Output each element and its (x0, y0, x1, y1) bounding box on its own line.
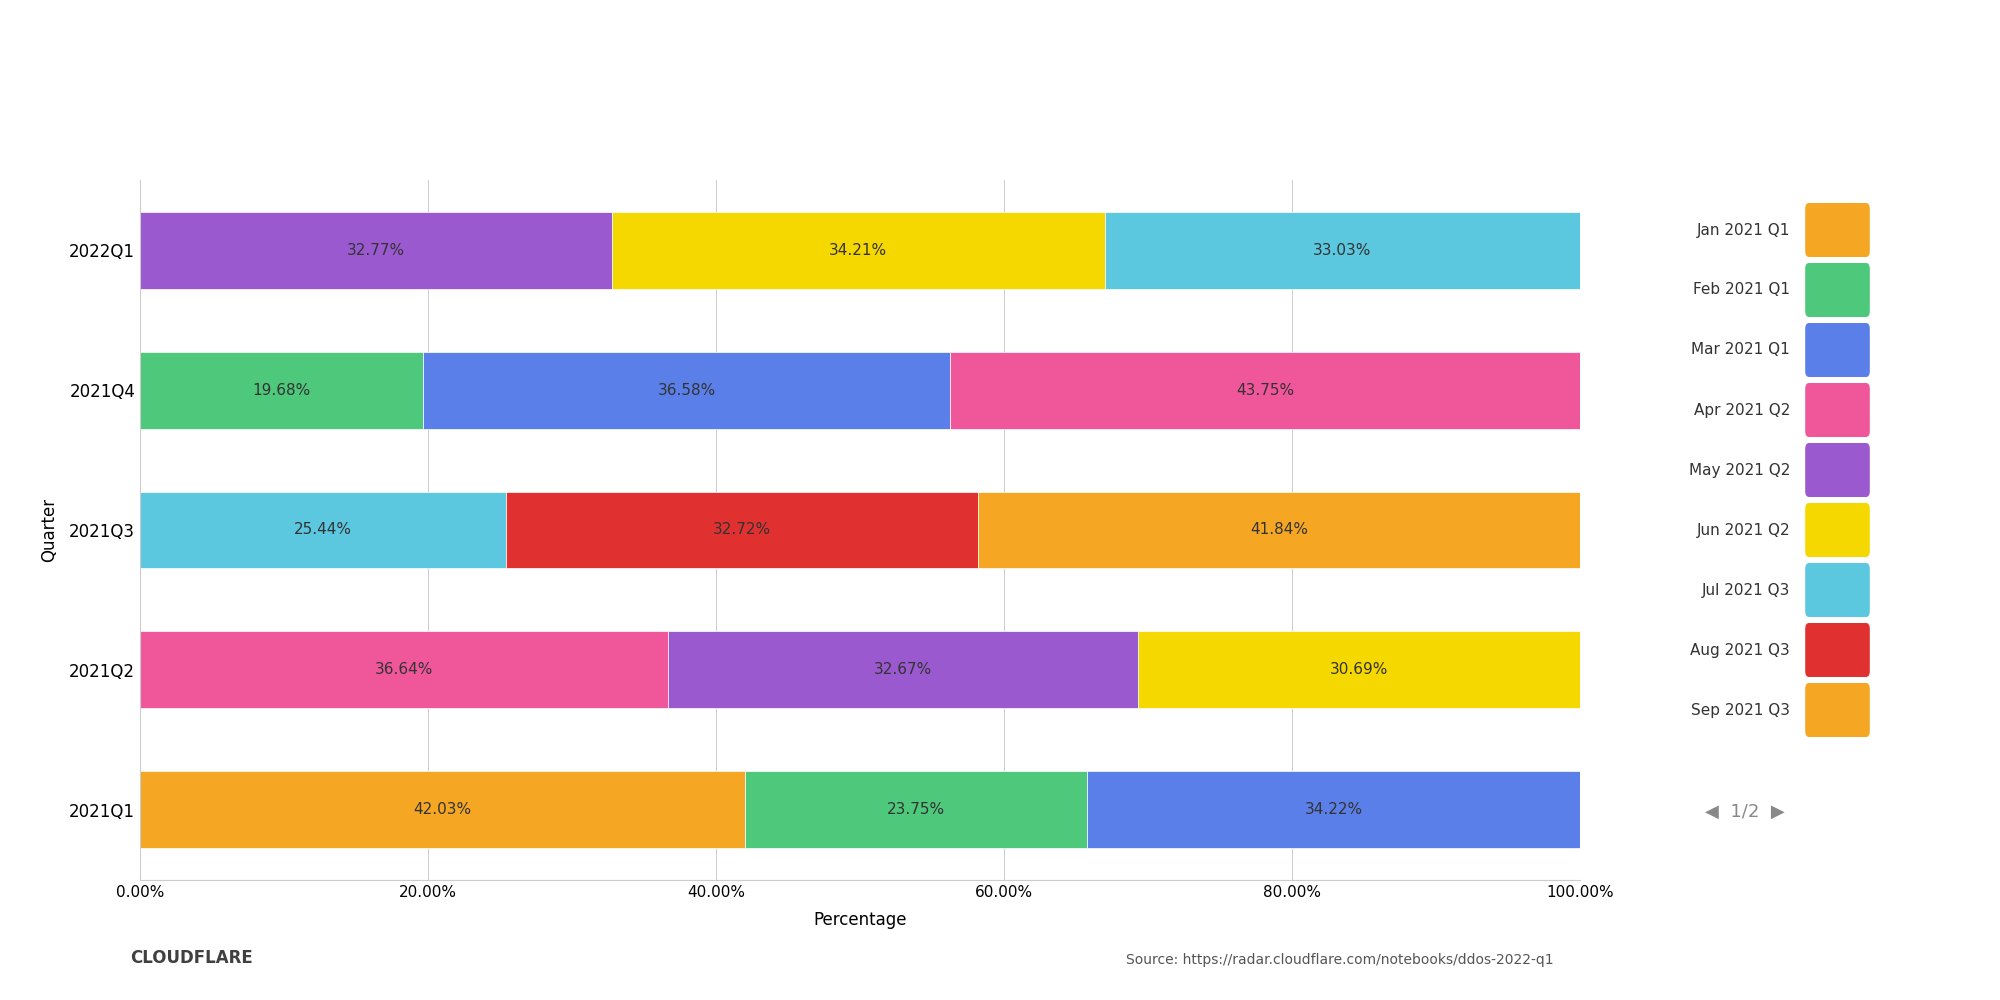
Text: 43.75%: 43.75% (1236, 383, 1294, 398)
Bar (950, 352, 1580, 429)
Text: 36.58%: 36.58% (658, 383, 716, 398)
Y-axis label: Quarter: Quarter (40, 498, 58, 562)
Bar (506, 492, 978, 568)
FancyBboxPatch shape (1806, 323, 1870, 377)
Bar (140, 771, 746, 848)
FancyBboxPatch shape (1806, 683, 1870, 737)
Text: 32.77%: 32.77% (346, 243, 406, 258)
FancyBboxPatch shape (1806, 443, 1870, 497)
Text: Sep 2021 Q3: Sep 2021 Q3 (1692, 703, 1790, 718)
Text: 19.68%: 19.68% (252, 383, 310, 398)
Bar (424, 352, 950, 429)
Text: Mar 2021 Q1: Mar 2021 Q1 (1692, 342, 1790, 358)
Text: 41.84%: 41.84% (1250, 522, 1308, 538)
Text: 32.72%: 32.72% (712, 522, 770, 538)
Bar (1138, 631, 1580, 708)
Text: ◀  1/2  ▶: ◀ 1/2 ▶ (1704, 803, 1784, 821)
Text: Network-Layer DDoS Attacks - Quarterly distribution by month: Network-Layer DDoS Attacks - Quarterly d… (50, 46, 1034, 74)
Bar (1088, 771, 1580, 848)
Bar (140, 212, 612, 289)
Bar (612, 212, 1104, 289)
Text: CLOUDFLARE: CLOUDFLARE (130, 949, 252, 967)
Text: 32.67%: 32.67% (874, 662, 932, 677)
Text: Jan 2021 Q1: Jan 2021 Q1 (1696, 223, 1790, 237)
Text: Aug 2021 Q3: Aug 2021 Q3 (1690, 643, 1790, 658)
FancyBboxPatch shape (1806, 203, 1870, 257)
FancyBboxPatch shape (1806, 383, 1870, 437)
Text: Apr 2021 Q2: Apr 2021 Q2 (1694, 402, 1790, 418)
Text: 23.75%: 23.75% (888, 802, 946, 817)
FancyBboxPatch shape (1806, 563, 1870, 617)
Bar (746, 771, 1088, 848)
Bar (668, 631, 1138, 708)
FancyBboxPatch shape (1806, 263, 1870, 317)
Text: 42.03%: 42.03% (414, 802, 472, 817)
X-axis label: Percentage: Percentage (814, 911, 906, 929)
Text: 25.44%: 25.44% (294, 522, 352, 538)
Text: May 2021 Q2: May 2021 Q2 (1688, 462, 1790, 478)
Text: Source: https://radar.cloudflare.com/notebooks/ddos-2022-q1: Source: https://radar.cloudflare.com/not… (1126, 953, 1554, 967)
Text: 33.03%: 33.03% (1314, 243, 1372, 258)
Bar (140, 631, 668, 708)
Text: 34.21%: 34.21% (830, 243, 888, 258)
FancyBboxPatch shape (1806, 623, 1870, 677)
Text: 36.64%: 36.64% (374, 662, 432, 677)
Text: Jul 2021 Q3: Jul 2021 Q3 (1702, 582, 1790, 597)
FancyBboxPatch shape (1806, 503, 1870, 557)
Bar (140, 352, 424, 429)
Text: Jun 2021 Q2: Jun 2021 Q2 (1696, 522, 1790, 538)
Text: 34.22%: 34.22% (1304, 802, 1362, 817)
Bar (1104, 212, 1580, 289)
Bar (978, 492, 1580, 568)
Text: 30.69%: 30.69% (1330, 662, 1388, 677)
Bar (140, 492, 506, 568)
Text: Feb 2021 Q1: Feb 2021 Q1 (1692, 282, 1790, 298)
